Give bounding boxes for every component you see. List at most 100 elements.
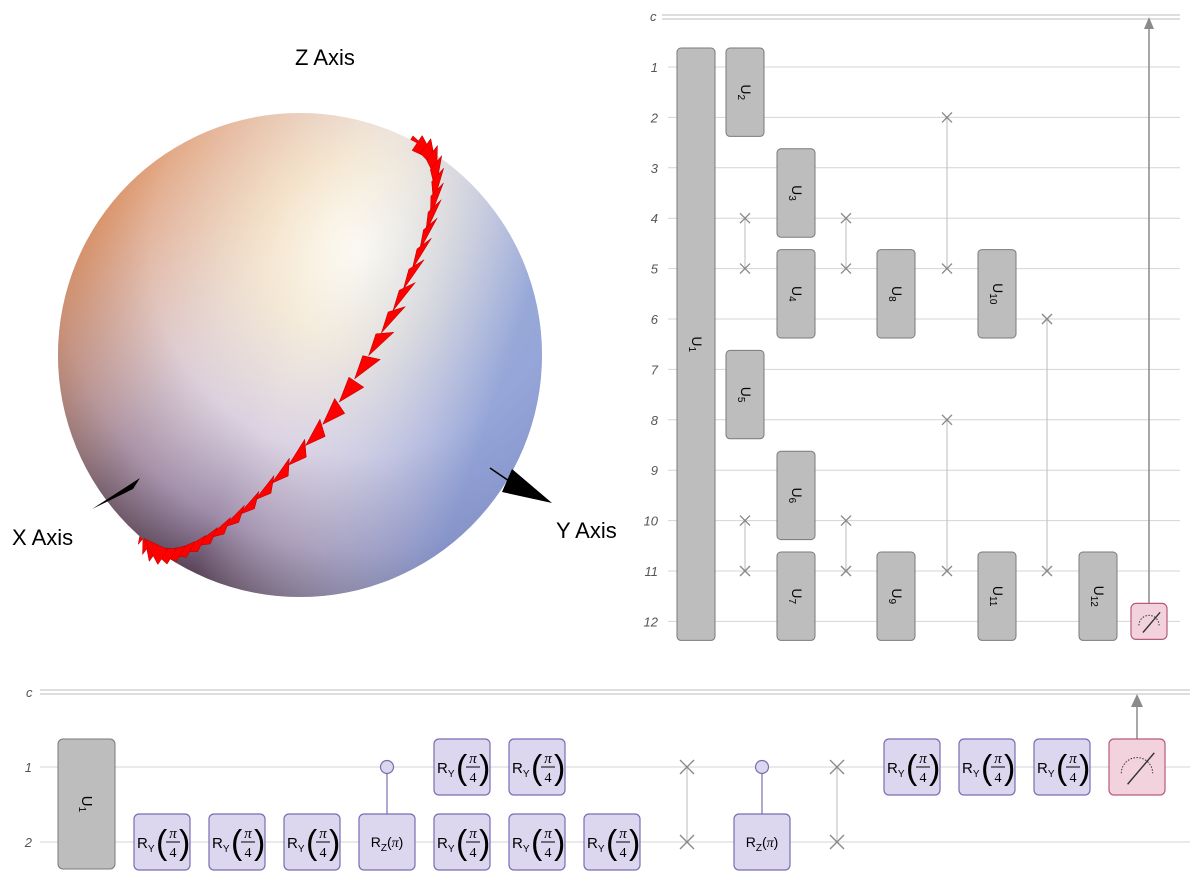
unitary-gate [876,551,916,641]
ring-arrow [429,182,444,218]
unitary-gate [776,249,816,339]
gate-label: U10 [987,283,1006,305]
ring-arrow [392,282,416,312]
svg-text:): ) [554,749,565,787]
wire-label: 2 [650,110,659,125]
two-qubit-circuit: c 12 U1RY()π4RY()π4RY()π4RZ(π)RY()π4RY()… [24,685,1190,871]
gate-label: U6 [786,488,805,504]
ring-arrow [338,376,365,403]
x-axis-label: X Axis [12,525,73,550]
fraction-numerator: π [169,826,177,842]
ring-arrow [270,457,290,484]
ry-gate: RY()π 4 [883,738,941,796]
svg-text:): ) [1004,749,1015,787]
svg-text:): ) [479,749,490,787]
measurement-gate [1130,602,1168,641]
wire-label: 3 [651,161,659,176]
fraction-numerator: π [919,751,927,767]
unitary-gate [57,738,116,870]
ring-arrow [143,537,169,565]
svg-text:(: ( [231,824,243,862]
svg-text:(: ( [906,749,918,787]
svg-text:): ) [179,824,190,862]
svg-text:): ) [629,824,640,862]
svg-text:): ) [1079,749,1090,787]
svg-text:(: ( [531,824,543,862]
fraction-denominator: 4 [245,846,252,861]
svg-text:(: ( [531,749,543,787]
measure-arrowhead [1144,17,1154,29]
fraction-numerator: π [319,826,327,842]
z-axis-label: Z Axis [295,45,355,70]
unitary-gate [776,551,816,641]
ring-arrow [411,237,432,270]
gate-label: U1 [76,796,95,813]
fraction-denominator: 4 [620,846,627,861]
ry-label: RY [287,835,305,855]
gate-label: U7 [786,588,805,604]
ring-arrow [354,355,381,380]
gate-label: U5 [735,387,754,403]
ring-arrow [287,438,307,466]
fraction-numerator: π [469,826,477,842]
gate-label: U3 [786,185,805,201]
wire-label: 1 [651,60,658,75]
x-axis-arrowhead [92,478,140,509]
fraction-numerator: π [544,751,552,767]
ry-label: RY [887,760,905,780]
ring-arrow [381,306,407,334]
svg-text:): ) [554,824,565,862]
gate-label: U4 [786,286,805,302]
ry-label: RY [1037,760,1055,780]
ry-label: RY [962,760,980,780]
fraction-denominator: 4 [1070,771,1077,786]
ry-label: RY [212,835,230,855]
fraction-denominator: 4 [920,771,927,786]
unitary-gate [725,349,765,440]
ry-gate: RY()π 4 [208,813,266,871]
wire-label: 10 [644,514,659,529]
ring-arrow [402,259,425,290]
wire-label: 12 [644,614,659,629]
rz-gate: RZ(π) [358,813,416,871]
fraction-denominator: 4 [170,846,177,861]
rz-label: RZ(π) [371,834,404,854]
unitary-gate [776,450,816,541]
wire-label: 8 [651,413,659,428]
svg-text:(: ( [1056,749,1068,787]
ring-arrow [419,217,438,251]
svg-text:(: ( [981,749,993,787]
control-dot [379,759,395,775]
ring-arrow [322,397,346,425]
fraction-denominator: 4 [320,846,327,861]
unitary-gate [725,47,765,137]
fraction-denominator: 4 [995,771,1002,786]
y-axis-label: Y Axis [556,518,617,543]
fraction-denominator: 4 [545,771,552,786]
rz-gate: RZ(π) [733,813,791,871]
ring-arrow [207,517,231,539]
unitary-gate [776,148,816,238]
wire-label: 4 [651,211,658,226]
unitary-gate [977,551,1017,641]
ry-gate: RY()π 4 [283,813,341,871]
ry-gate: RY()π 4 [433,813,491,871]
fraction-denominator: 4 [470,846,477,861]
wire-label: 1 [25,760,32,775]
svg-text:): ) [479,824,490,862]
ry-gate: RY()π 4 [1033,738,1091,796]
rz-label: RZ(π) [746,834,779,854]
wire-label: 11 [645,564,659,579]
wire-label: 2 [24,835,33,850]
ry-gate: RY()π 4 [433,738,491,796]
fraction-denominator: 4 [545,846,552,861]
wire-label: 9 [651,463,658,478]
classical-wire-label: c [650,9,657,24]
gate-label: U8 [886,286,905,302]
unitary-gate [876,249,916,339]
fraction-denominator: 4 [470,771,477,786]
ry-label: RY [587,835,605,855]
arrow-ring-front [143,135,444,565]
